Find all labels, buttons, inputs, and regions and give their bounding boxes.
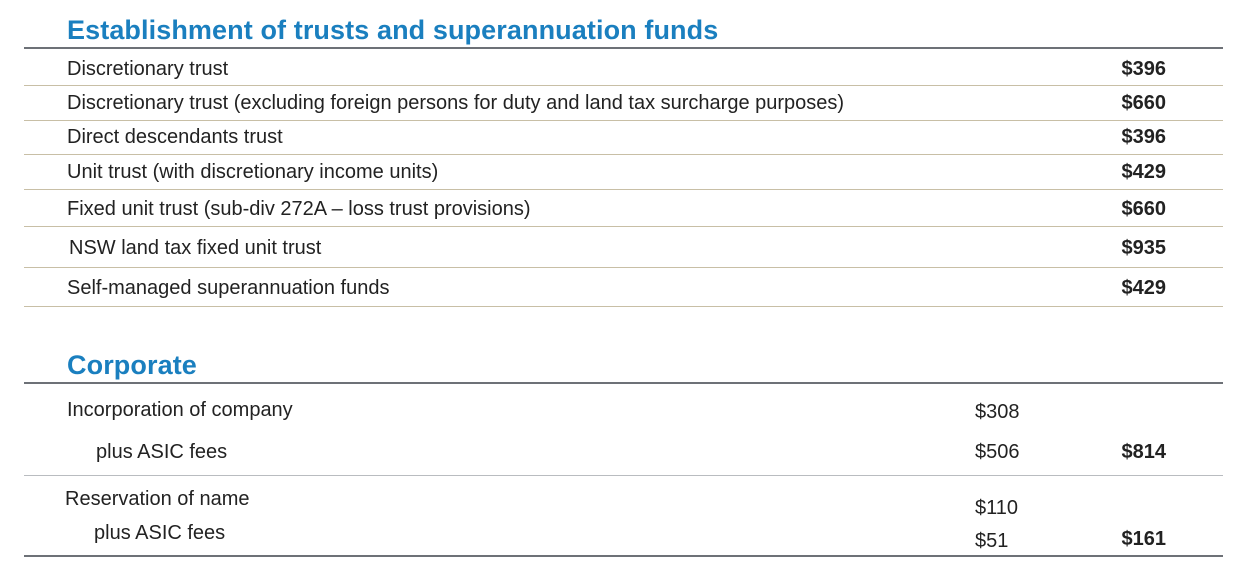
item-label: Reservation of name	[65, 488, 250, 510]
row-label: NSW land tax fixed unit trust	[69, 237, 322, 259]
row-label: Discretionary trust	[67, 58, 229, 80]
row-amount: $660	[1121, 92, 1167, 114]
row-divider	[24, 226, 1223, 227]
table-bottom-rule	[24, 555, 1223, 557]
row-amount: $660	[1121, 198, 1167, 220]
row-label: Self-managed superannuation funds	[67, 277, 390, 299]
row-divider	[24, 154, 1223, 155]
row-amount: $396	[1121, 126, 1167, 148]
row-divider	[24, 306, 1223, 307]
item-total: $814	[1121, 441, 1167, 463]
item-sub-label: plus ASIC fees	[96, 441, 228, 463]
item-fee: $110	[975, 497, 1019, 519]
item-label: Incorporation of company	[67, 399, 293, 421]
row-amount: $935	[1121, 237, 1167, 259]
corporate-header-rule	[24, 382, 1223, 384]
row-divider	[24, 85, 1223, 86]
row-divider	[24, 267, 1223, 268]
item-total: $161	[1121, 528, 1167, 550]
row-label: Direct descendants trust	[67, 126, 283, 148]
row-divider	[24, 120, 1223, 121]
trusts-header-rule	[24, 47, 1223, 49]
row-amount: $429	[1121, 277, 1167, 299]
item-sub-fee: $506	[975, 441, 1020, 463]
item-sub-fee: $51	[975, 530, 1009, 552]
row-amount: $429	[1121, 161, 1167, 183]
row-divider	[24, 189, 1223, 190]
row-label: Discretionary trust (excluding foreign p…	[67, 92, 845, 114]
item-fee: $308	[975, 401, 1020, 423]
trusts-section-title: Establishment of trusts and superannuati…	[67, 15, 719, 45]
corporate-section-title: Corporate	[67, 350, 197, 380]
row-amount: $396	[1121, 58, 1167, 80]
row-divider	[24, 475, 1223, 476]
row-label: Unit trust (with discretionary income un…	[67, 161, 439, 183]
row-label: Fixed unit trust (sub-div 272A – loss tr…	[67, 198, 531, 220]
item-sub-label: plus ASIC fees	[94, 522, 226, 544]
